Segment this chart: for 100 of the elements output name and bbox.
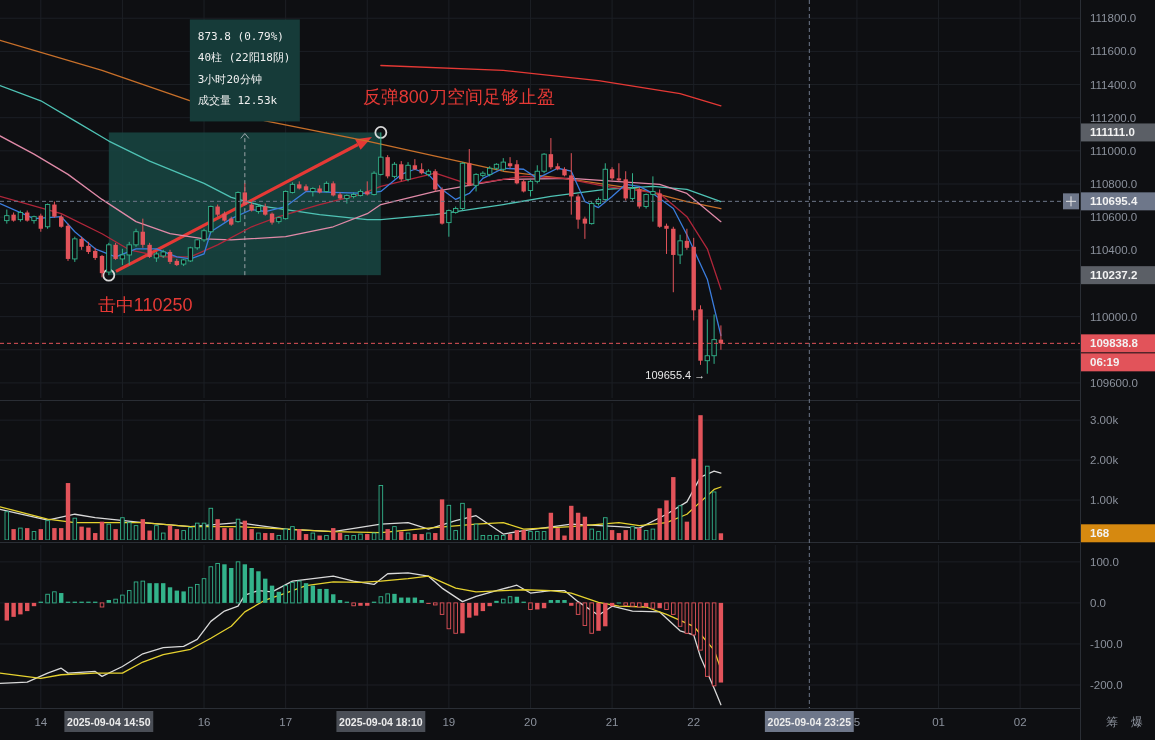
bar (718, 602, 724, 683)
annotation: 击中110250 (97, 295, 193, 316)
bar (691, 602, 696, 636)
candlestick (507, 156, 513, 169)
y-tick-label: 3.00k (1090, 414, 1119, 427)
bar (11, 602, 16, 617)
candlestick (405, 161, 411, 182)
bar (650, 602, 656, 609)
bar (331, 594, 336, 603)
bar (59, 528, 64, 540)
y-tick-label: 1.00k (1090, 494, 1119, 507)
x-tick-label: 02 (1013, 715, 1027, 728)
bar (494, 600, 499, 603)
bar (691, 458, 696, 540)
bar (72, 517, 78, 540)
bar (351, 535, 356, 540)
bar (460, 502, 465, 540)
x-tick-label: 17 (279, 715, 293, 728)
y-tick-label: 110800.0 (1090, 178, 1138, 190)
x-tick-label: 21 (605, 715, 619, 728)
bar (324, 535, 329, 540)
bar (140, 519, 146, 540)
bar (324, 588, 329, 603)
bar (467, 602, 472, 618)
bar (188, 586, 193, 604)
bar (86, 527, 91, 540)
bar (297, 529, 302, 540)
bar (528, 602, 533, 610)
bar (460, 602, 465, 634)
bar (160, 532, 166, 540)
bar (419, 534, 424, 540)
bar (657, 602, 662, 609)
bar (535, 531, 540, 540)
line-series (0, 575, 722, 680)
bar (276, 591, 282, 603)
candlestick (677, 234, 683, 265)
y-tick-label: 111000.0 (1090, 144, 1137, 157)
text: 筹 (1106, 715, 1118, 729)
bar (59, 593, 64, 603)
bar (154, 525, 159, 540)
bar (412, 534, 418, 540)
bar (705, 602, 710, 677)
bar (392, 526, 397, 540)
bar (426, 532, 431, 540)
bar (358, 533, 363, 540)
bar (99, 602, 105, 608)
bar (385, 529, 390, 540)
x-tick-label: 01 (932, 715, 945, 728)
bar (201, 578, 207, 604)
bar (677, 505, 683, 540)
bar (120, 594, 125, 604)
candlestick (664, 223, 669, 255)
annotation: 反弹800刀空间足够止盈 (362, 87, 555, 108)
y-tick-label: 0.0 (1090, 596, 1106, 609)
candlestick (385, 154, 390, 179)
bar (11, 529, 16, 540)
bar (242, 564, 248, 603)
bar (25, 528, 30, 540)
line-series (0, 84, 722, 221)
bar (276, 535, 282, 540)
bar (392, 593, 397, 603)
bar (229, 528, 234, 540)
y-tick-label: 111400.0 (1090, 78, 1137, 91)
bar (419, 600, 424, 603)
bar (337, 533, 343, 540)
bar (671, 602, 676, 615)
bar (303, 583, 309, 603)
y-tick-label: -200.0 (1090, 679, 1123, 692)
bar (501, 535, 506, 540)
bar (589, 528, 594, 540)
line-series (380, 64, 722, 107)
bar (188, 527, 193, 540)
bar (637, 528, 642, 540)
ref-line-label: 2025-09-04 23:25 (767, 715, 852, 728)
bar (194, 522, 200, 540)
bar (711, 491, 717, 540)
bar (79, 526, 84, 540)
candlestick (242, 182, 248, 207)
bar (657, 508, 662, 540)
candlestick (548, 137, 554, 170)
bar (290, 526, 295, 540)
y-tick-label: 2.00k (1090, 454, 1119, 467)
bar (65, 483, 71, 540)
bar (208, 507, 214, 540)
bar (514, 530, 520, 540)
bar (256, 532, 261, 540)
bar (201, 522, 207, 540)
y-tick-label: 111600.0 (1090, 45, 1137, 58)
candlestick (140, 218, 146, 249)
bar (664, 500, 669, 540)
bar (31, 531, 37, 540)
bar (194, 583, 200, 604)
bar (487, 602, 492, 607)
bar (45, 593, 50, 604)
candlestick (38, 213, 44, 233)
candlestick (514, 159, 520, 185)
bar (215, 519, 220, 540)
ref-line-label: 109838.8 (1090, 337, 1139, 350)
bar (38, 529, 44, 540)
bar (126, 590, 132, 604)
